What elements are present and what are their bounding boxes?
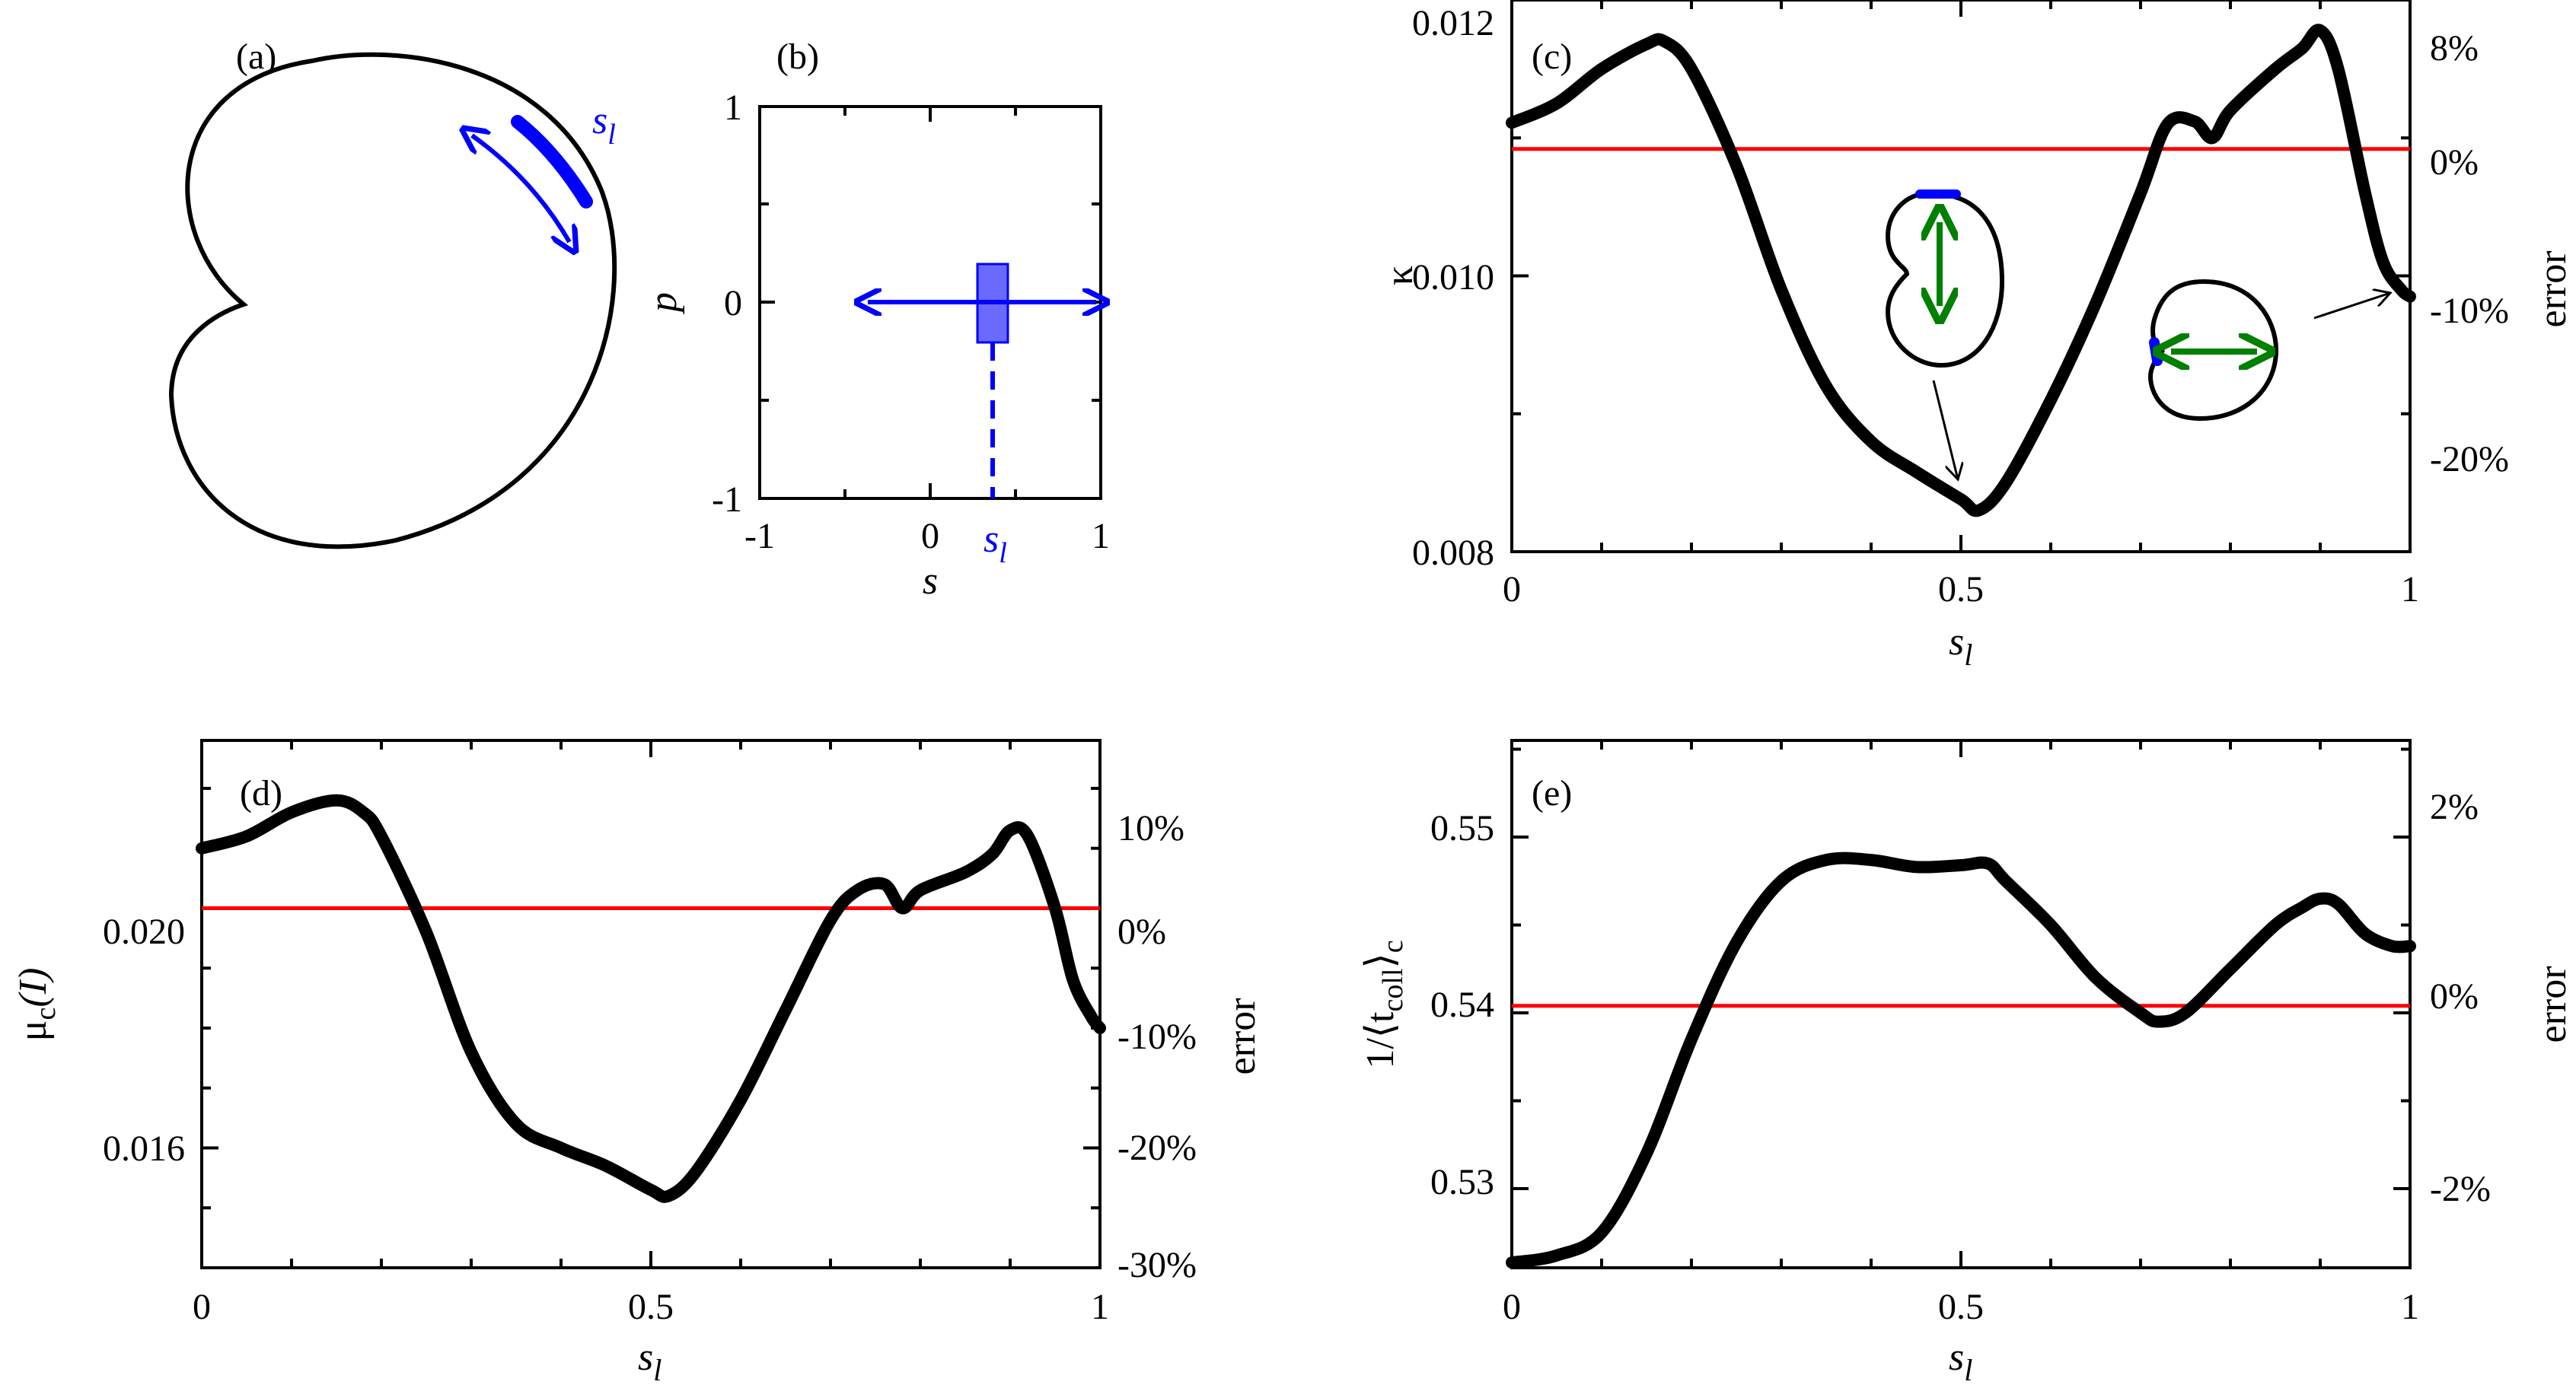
panel-e-ylabel: 1/⟨tcoll⟩c	[1359, 940, 1409, 1068]
panel-b-ytick: 1	[724, 88, 742, 128]
panel-c-xlabel: sl	[1949, 620, 1972, 672]
panel-d-ytick: 0.020	[103, 912, 185, 952]
leaky-region-segment	[511, 115, 593, 209]
panel-e-y2tick: -2%	[2430, 1169, 2491, 1209]
panel-a: (a) sl	[168, 37, 617, 549]
arc-label: sl	[592, 99, 616, 151]
inset-pointer-arrow-2	[2313, 293, 2390, 320]
panel-e: (e) 0 0.5 1 0.53 0.54 0.55 2% 0% -2% sl …	[1359, 739, 2574, 1387]
panel-e-y2tick: 2%	[2430, 787, 2479, 827]
panel-c-xtick: 0	[1503, 569, 1521, 610]
panel-d-xtick: 0	[193, 1287, 211, 1327]
panel-e-y2tick: 0%	[2430, 976, 2479, 1017]
panel-c-ytick: 0.012	[1412, 3, 1494, 43]
panel-d-data-curve	[196, 794, 1106, 1203]
panel-d-xlabel: sl	[638, 1335, 662, 1387]
panel-d-y2tick: -10%	[1117, 1017, 1197, 1057]
panel-e-data-curve	[1506, 852, 2416, 1269]
panel-e-xtick: 1	[2401, 1287, 2419, 1327]
panel-c-y2tick: -10%	[2430, 291, 2509, 331]
inset-leaky-region-2	[2149, 337, 2163, 366]
panel-d-label: (d)	[240, 773, 282, 813]
panel-e-label: (e)	[1532, 773, 1572, 813]
panel-c-xtick: 1	[2401, 569, 2419, 610]
panel-b-xtick: 1	[1092, 516, 1110, 556]
panel-d-y2tick: 0%	[1117, 912, 1166, 952]
panel-b-ytick: -1	[712, 479, 742, 520]
inset-pointer-arrow-1	[1932, 380, 1958, 479]
panel-b-ylabel: p	[642, 292, 685, 315]
panel-d: (d) 0 0.5 1 0.016 0.020 10% 0% -10% -20%…	[11, 739, 1264, 1387]
leaky-region-shift-arrow	[472, 135, 569, 242]
panel-e-y2label: error	[2531, 966, 2574, 1043]
panel-d-y2tick: -20%	[1117, 1128, 1197, 1168]
panel-e-ticks	[1510, 740, 2412, 1268]
inset-billiard-vertical	[1885, 191, 2005, 368]
panel-c-y2tick: -20%	[2430, 439, 2509, 479]
panel-d-y2tick: 10%	[1117, 808, 1184, 848]
panel-c-data-curve	[1506, 24, 2416, 517]
panel-b-xtick: -1	[744, 516, 775, 556]
panel-e-ytick: 0.54	[1430, 985, 1494, 1025]
panel-d-y2tick: -30%	[1117, 1245, 1197, 1285]
panel-c-frame	[1510, 0, 2412, 553]
panel-d-y2label: error	[1220, 998, 1264, 1074]
panel-c-ytick: 0.008	[1412, 533, 1494, 573]
panel-d-xtick: 0.5	[628, 1287, 674, 1327]
panel-b: (b) -1 0 1 1 0 -1 s p sl	[642, 37, 1110, 603]
panel-e-ytick: 0.53	[1430, 1162, 1494, 1202]
panel-e-ytick: 0.55	[1430, 808, 1494, 848]
panel-e-xlabel: sl	[1949, 1335, 1972, 1387]
panel-c-ytick: 0.010	[1412, 257, 1494, 298]
panel-e-xtick: 0	[1503, 1287, 1521, 1327]
panel-c: (c) 0 0.5 1 0.008 0.010 0.012 8% 0% -10%…	[1378, 0, 2574, 672]
cardioid-billiard-boundary	[168, 52, 617, 549]
panel-b-xtick: 0	[921, 516, 939, 556]
panel-d-xtick: 1	[1091, 1287, 1109, 1327]
panel-c-ticks	[1510, 0, 2412, 553]
panel-c-y2tick: 0%	[2430, 142, 2479, 183]
panel-c-ylabel: κ	[1378, 266, 1421, 285]
panel-b-xlabel: s	[923, 559, 938, 603]
panel-d-ytick: 0.016	[103, 1129, 185, 1169]
panel-e-xtick: 0.5	[1938, 1287, 1984, 1327]
panel-b-marker-label: sl	[984, 517, 1007, 569]
panel-c-y2tick: 8%	[2430, 28, 2479, 68]
panel-d-ylabel: μc(I)	[11, 968, 62, 1042]
panel-c-xtick: 0.5	[1938, 569, 1984, 610]
panel-b-label: (b)	[776, 37, 819, 77]
panel-c-label: (c)	[1532, 37, 1572, 77]
panel-b-ytick: 0	[724, 283, 742, 323]
panel-c-y2label: error	[2531, 250, 2574, 327]
